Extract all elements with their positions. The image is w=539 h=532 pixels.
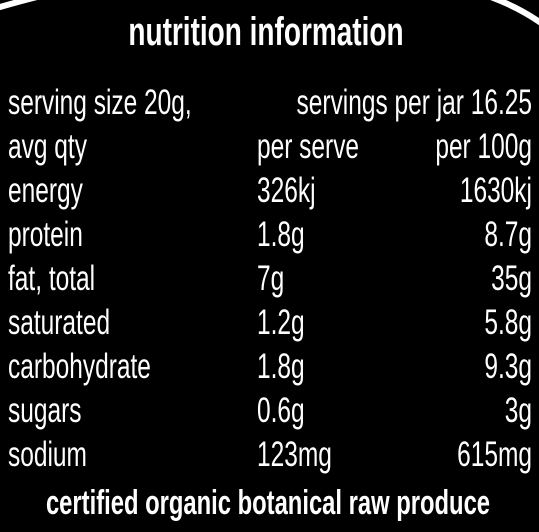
table-cell: 35g — [491, 260, 532, 298]
table-cell: 9.3g — [484, 348, 532, 386]
table-cell: 3g — [505, 392, 532, 430]
table-cell: 1.2g — [257, 304, 305, 342]
decorative-arc — [0, 0, 539, 26]
table-header: avg qty — [8, 128, 88, 166]
table-cell: sugars — [8, 392, 81, 430]
table-header: per 100g — [435, 128, 532, 166]
title: nutrition information — [128, 10, 403, 54]
table-cell: 0.6g — [257, 392, 305, 430]
servings-per-jar: servings per jar 16.25 — [297, 84, 532, 122]
footer: certified organic botanical raw produce — [46, 484, 490, 522]
table-cell: 5.8g — [484, 304, 532, 342]
table-cell: 123mg — [257, 436, 332, 474]
table-cell: 7g — [257, 260, 284, 298]
table-cell: carbohydrate — [8, 348, 151, 386]
table-cell: protein — [8, 216, 83, 254]
table-cell: sodium — [8, 436, 87, 474]
table-cell: fat, total — [8, 260, 95, 298]
table-cell: saturated — [8, 304, 110, 342]
serving-size: serving size 20g, — [8, 84, 192, 122]
table-header: per serve — [257, 128, 359, 166]
table-cell: 1.8g — [257, 348, 305, 386]
table-cell: 8.7g — [484, 216, 532, 254]
table-cell: 326kj — [257, 172, 316, 210]
table-cell: 1.8g — [257, 216, 305, 254]
table-cell: energy — [8, 172, 84, 210]
table-cell: 615mg — [457, 436, 532, 474]
table-cell: 1630kj — [460, 172, 532, 210]
